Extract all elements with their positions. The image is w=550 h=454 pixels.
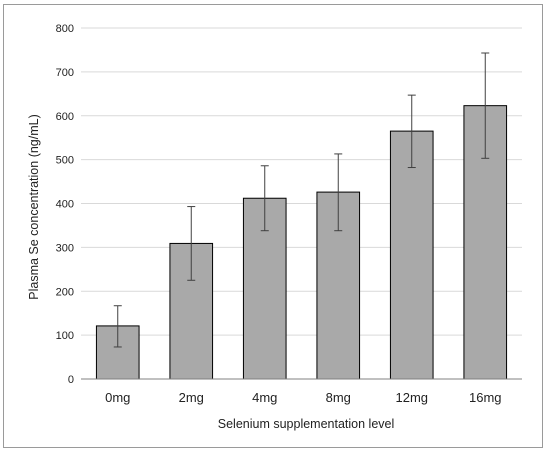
x-axis-title: Selenium supplementation level xyxy=(218,417,395,431)
y-tick-label: 0 xyxy=(68,374,74,386)
error-bars xyxy=(113,52,490,348)
x-category-label: 16mg xyxy=(469,390,502,405)
y-tick-label: 400 xyxy=(56,199,74,211)
y-tick-label: 700 xyxy=(56,67,74,79)
gridlines xyxy=(81,27,522,336)
y-tick-label: 600 xyxy=(56,111,74,123)
bar-8mg xyxy=(316,191,361,380)
x-category-labels: 0mg 2mg 4mg 8mg 12mg 16mg xyxy=(105,390,501,405)
bar-chart: 0 100 200 300 400 500 600 700 800 0mg 2mg 4mg 8mg 12… xyxy=(27,23,522,431)
y-tick-labels: 0 100 200 300 400 500 600 700 800 xyxy=(56,23,74,386)
bar-12mg xyxy=(389,130,434,380)
x-category-label: 4mg xyxy=(252,390,277,405)
y-tick-label: 800 xyxy=(56,23,74,35)
x-category-label: 0mg xyxy=(105,390,130,405)
y-tick-label: 200 xyxy=(56,286,74,298)
chart-frame: 0 100 200 300 400 500 600 700 800 0mg 2mg 4mg 8mg 12… xyxy=(3,4,543,448)
x-category-label: 8mg xyxy=(326,390,351,405)
y-axis-title: Plasma Se concentration (ng/mL) xyxy=(27,114,41,300)
y-tick-label: 500 xyxy=(56,155,74,167)
x-category-label: 12mg xyxy=(395,390,428,405)
y-tick-label: 100 xyxy=(56,330,74,342)
bars xyxy=(95,105,508,380)
y-tick-label: 300 xyxy=(56,242,74,254)
x-category-label: 2mg xyxy=(179,390,204,405)
